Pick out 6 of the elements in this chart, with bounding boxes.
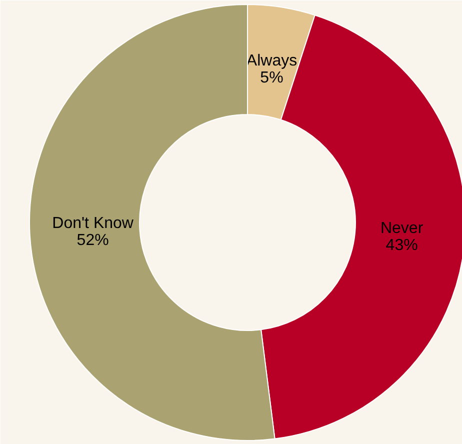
data-label: 52% (76, 232, 109, 250)
slice-label: Don't Know (52, 215, 134, 232)
slice-label: Never (380, 220, 424, 238)
slice-label: Always (246, 52, 298, 70)
data-label: 5% (260, 69, 284, 86)
data-label: 43% (386, 237, 418, 254)
